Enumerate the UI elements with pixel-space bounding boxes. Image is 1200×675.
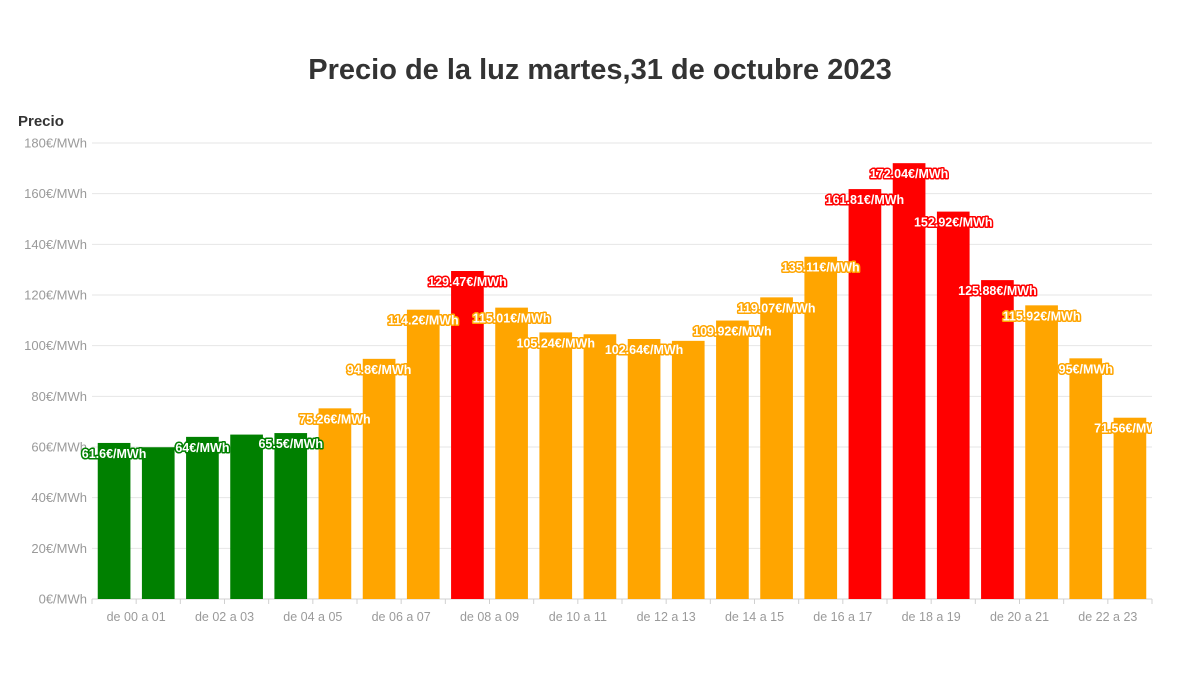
bar[interactable] <box>627 338 661 599</box>
bar[interactable] <box>848 189 882 599</box>
x-tick-label: de 16 a 17 <box>813 610 872 624</box>
y-tick-label: 20€/MWh <box>31 541 87 556</box>
data-label: 64€/MWh <box>175 441 229 455</box>
x-tick-label: de 04 a 05 <box>283 610 342 624</box>
y-tick-label: 160€/MWh <box>24 186 87 201</box>
x-tick-label: de 00 a 01 <box>107 610 166 624</box>
bar[interactable] <box>1069 358 1103 599</box>
data-label: 135.11€/MWh <box>782 261 860 275</box>
data-label: 95€/MWh <box>1059 362 1113 376</box>
bar[interactable] <box>539 332 573 599</box>
y-tick-label: 180€/MWh <box>24 136 87 151</box>
data-label: 71.56€/MWh <box>1094 422 1166 436</box>
bar[interactable] <box>1025 305 1058 599</box>
bar[interactable] <box>230 434 263 599</box>
data-label: 125.88€/MWh <box>958 284 1037 298</box>
bar[interactable] <box>274 433 308 599</box>
x-tick-label: de 12 a 13 <box>637 610 696 624</box>
bar[interactable] <box>318 408 352 599</box>
data-label: 115.92€/MWh <box>1003 309 1081 323</box>
y-tick-label: 60€/MWh <box>31 440 87 455</box>
data-label: 172.04€/MWh <box>870 167 949 181</box>
x-tick-label: de 20 a 21 <box>990 610 1049 624</box>
y-tick-label: 0€/MWh <box>39 592 87 607</box>
data-label: 114.2€/MWh <box>388 314 459 328</box>
data-label: 61.6€/MWh <box>82 447 147 461</box>
data-label: 105.24€/MWh <box>516 336 595 350</box>
x-axis: de 00 a 01 de 02 a 03 de 04 a 05 de 06 a 07… <box>91 599 1153 624</box>
bar[interactable] <box>362 358 396 599</box>
y-tick-label: 40€/MWh <box>31 490 87 505</box>
bars <box>97 163 1147 599</box>
data-label: 152.92€/MWh <box>914 216 993 230</box>
data-label: 129.47€/MWh <box>428 275 507 289</box>
x-tick-label: de 06 a 07 <box>372 610 431 624</box>
x-tick-label: de 14 a 15 <box>725 610 784 624</box>
bar[interactable] <box>97 442 131 599</box>
data-label: 161.81€/MWh <box>826 193 905 207</box>
y-tick-label: 100€/MWh <box>24 338 87 353</box>
data-label: 65.5€/MWh <box>258 437 323 451</box>
data-label: 75.26€/MWh <box>299 412 371 426</box>
y-tick-label: 140€/MWh <box>24 237 87 252</box>
data-label: 109.92€/MWh <box>693 325 772 339</box>
bar[interactable] <box>892 163 926 599</box>
bar[interactable] <box>141 447 175 599</box>
data-labels: 61.6€/MWh 64€/MWh 65.5€/MWh 75.26€/MWh 94.8€… <box>80 166 1166 463</box>
bar[interactable] <box>716 320 749 599</box>
bar[interactable] <box>981 280 1014 599</box>
x-tick-label: de 02 a 03 <box>195 610 254 624</box>
data-label: 102.64€/MWh <box>605 343 684 357</box>
y-axis-title: Precio <box>18 113 64 130</box>
bar[interactable] <box>760 297 793 599</box>
bar[interactable] <box>583 334 617 599</box>
bar[interactable] <box>451 271 484 599</box>
x-tick-label: de 18 a 19 <box>902 610 961 624</box>
bar[interactable] <box>406 309 440 599</box>
y-tick-label: 80€/MWh <box>31 389 87 404</box>
bar[interactable] <box>186 436 219 599</box>
x-tick-label: de 22 a 23 <box>1078 610 1137 624</box>
x-tick-label: de 08 a 09 <box>460 610 519 624</box>
data-label: 94.8€/MWh <box>347 363 412 377</box>
bar[interactable] <box>495 307 528 599</box>
data-label: 115.01€/MWh <box>473 312 551 326</box>
bar[interactable] <box>936 211 970 599</box>
chart-title: Precio de la luz martes,31 de octubre 20… <box>308 54 892 86</box>
data-label: 119.07€/MWh <box>738 301 816 315</box>
y-axis: 0€/MWh 20€/MWh 40€/MWh 60€/MWh 80€/MWh 100€/M… <box>24 136 87 607</box>
bar[interactable] <box>671 340 705 599</box>
bar[interactable] <box>1113 417 1147 599</box>
bar[interactable] <box>804 256 838 599</box>
x-tick-label: de 10 a 11 <box>549 610 607 624</box>
y-tick-label: 120€/MWh <box>24 288 87 303</box>
